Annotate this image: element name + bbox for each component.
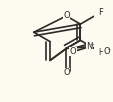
Text: -: -	[107, 47, 109, 53]
Text: O: O	[62, 11, 69, 21]
Text: O: O	[102, 47, 109, 56]
Text: F: F	[97, 8, 102, 17]
Text: O: O	[62, 68, 69, 77]
Text: N: N	[86, 42, 92, 51]
Text: +: +	[89, 42, 94, 47]
Text: O: O	[69, 47, 76, 56]
Text: H: H	[98, 48, 104, 57]
